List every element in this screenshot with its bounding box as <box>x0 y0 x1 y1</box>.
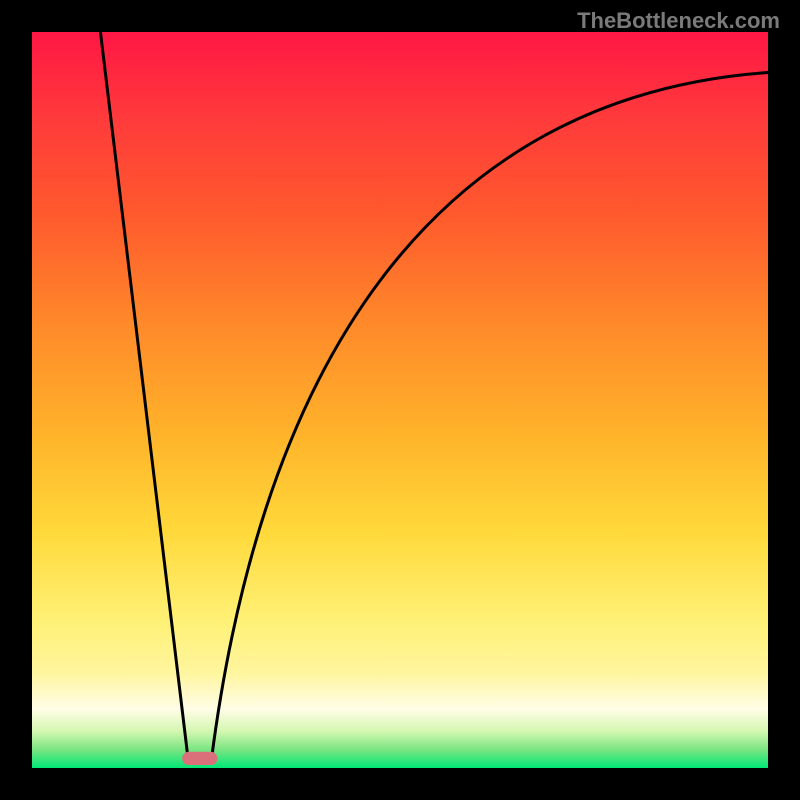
chart-svg: TheBottleneck.com <box>0 0 800 800</box>
watermark-text: TheBottleneck.com <box>577 8 780 33</box>
optimal-marker <box>182 752 217 765</box>
plot-area <box>32 32 768 768</box>
bottleneck-chart: TheBottleneck.com <box>0 0 800 800</box>
